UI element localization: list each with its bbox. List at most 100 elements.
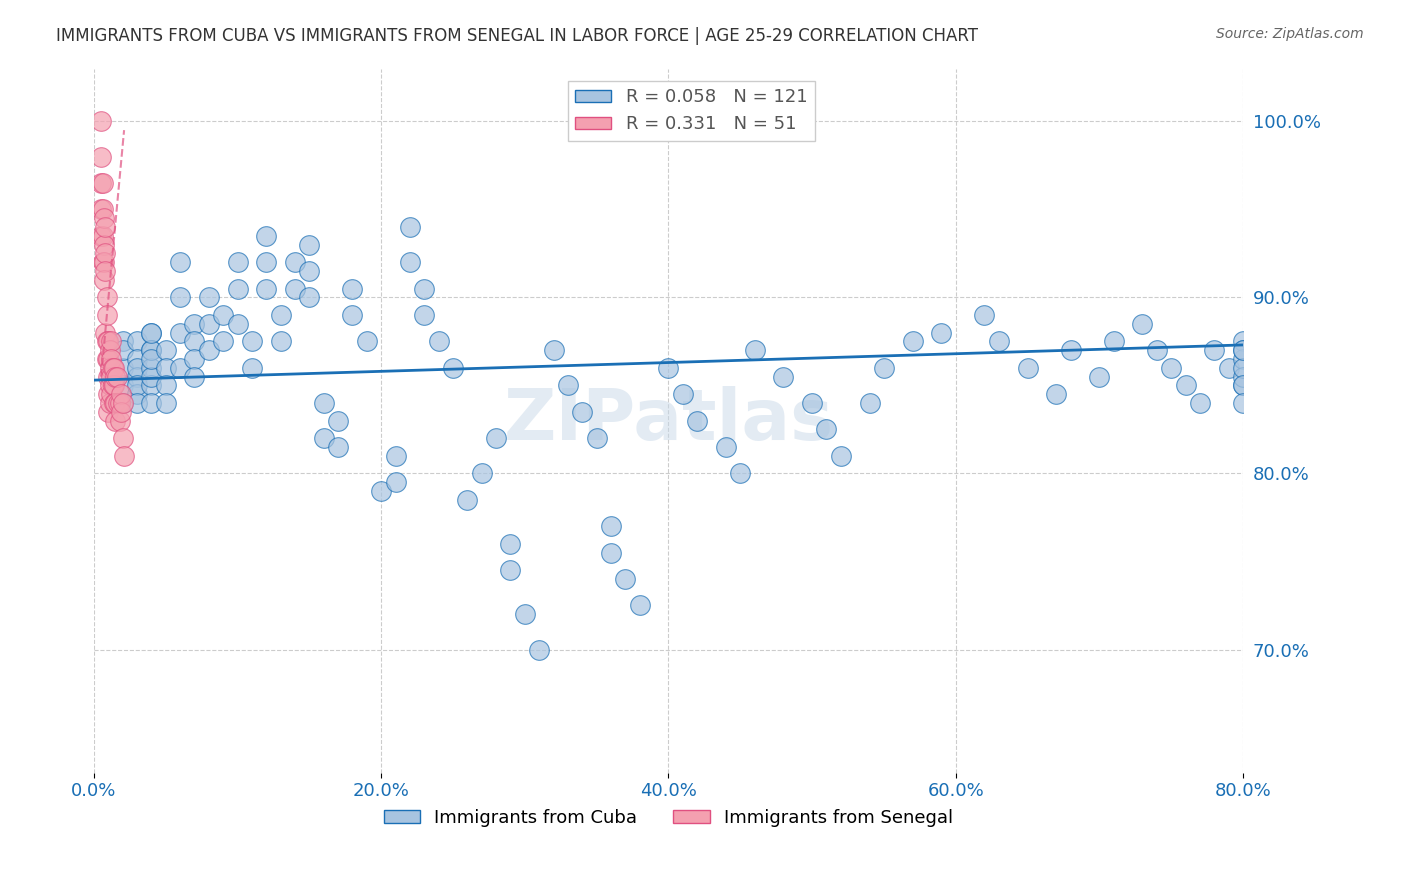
Point: [105, 369, 128, 384]
Point: [212, 308, 235, 322]
Point: [169, 255, 191, 269]
Point: [1232, 343, 1254, 358]
Point: [1102, 334, 1125, 349]
Point: [111, 360, 134, 375]
Point: [254, 255, 277, 269]
Point: [543, 343, 565, 358]
Point: [111, 334, 134, 349]
Point: [141, 369, 163, 384]
Point: [399, 219, 422, 234]
Point: [744, 343, 766, 358]
Point: [90, 114, 112, 128]
Point: [657, 360, 679, 375]
Point: [628, 599, 651, 613]
Point: [103, 396, 125, 410]
Point: [103, 378, 125, 392]
Point: [226, 317, 249, 331]
Point: [90, 228, 112, 243]
Point: [198, 290, 221, 304]
Point: [298, 264, 321, 278]
Point: [413, 282, 436, 296]
Point: [499, 537, 522, 551]
Point: [830, 449, 852, 463]
Point: [104, 396, 127, 410]
Point: [141, 378, 163, 392]
Point: [98, 396, 121, 410]
Point: [155, 396, 177, 410]
Point: [672, 387, 695, 401]
Point: [1059, 343, 1081, 358]
Point: [141, 326, 163, 340]
Point: [1232, 378, 1254, 392]
Point: [100, 369, 122, 384]
Point: [91, 255, 114, 269]
Point: [1232, 396, 1254, 410]
Point: [111, 431, 134, 445]
Point: [169, 290, 191, 304]
Point: [93, 273, 115, 287]
Point: [1232, 343, 1254, 358]
Point: [356, 334, 378, 349]
Point: [112, 449, 135, 463]
Point: [1174, 378, 1197, 392]
Point: [107, 396, 129, 410]
Point: [125, 369, 148, 384]
Point: [1204, 343, 1226, 358]
Point: [111, 396, 134, 410]
Point: [169, 360, 191, 375]
Point: [93, 255, 115, 269]
Point: [801, 396, 824, 410]
Point: [97, 387, 120, 401]
Point: [155, 360, 177, 375]
Point: [101, 360, 124, 375]
Point: [94, 326, 117, 340]
Point: [98, 343, 121, 358]
Point: [111, 378, 134, 392]
Point: [384, 475, 406, 490]
Point: [101, 378, 124, 392]
Point: [96, 308, 118, 322]
Point: [815, 422, 838, 436]
Point: [212, 334, 235, 349]
Point: [141, 326, 163, 340]
Point: [931, 326, 953, 340]
Point: [1045, 387, 1067, 401]
Point: [108, 396, 131, 410]
Point: [93, 211, 115, 226]
Point: [326, 414, 349, 428]
Point: [125, 396, 148, 410]
Point: [169, 326, 191, 340]
Point: [1017, 360, 1039, 375]
Point: [284, 255, 307, 269]
Point: [100, 387, 122, 401]
Point: [91, 176, 114, 190]
Point: [471, 467, 494, 481]
Point: [240, 360, 263, 375]
Point: [141, 351, 163, 366]
Point: [93, 237, 115, 252]
Point: [384, 449, 406, 463]
Point: [226, 255, 249, 269]
Point: [98, 378, 121, 392]
Point: [125, 351, 148, 366]
Point: [103, 360, 125, 375]
Point: [254, 228, 277, 243]
Point: [110, 405, 132, 419]
Point: [91, 202, 114, 217]
Point: [125, 360, 148, 375]
Point: [370, 484, 392, 499]
Point: [987, 334, 1010, 349]
Point: [155, 343, 177, 358]
Point: [298, 290, 321, 304]
Point: [94, 264, 117, 278]
Point: [98, 360, 121, 375]
Point: [1088, 369, 1111, 384]
Point: [1132, 317, 1154, 331]
Point: [686, 414, 709, 428]
Point: [183, 351, 205, 366]
Point: [571, 405, 593, 419]
Point: [270, 334, 292, 349]
Point: [96, 290, 118, 304]
Point: [97, 369, 120, 384]
Point: [342, 308, 364, 322]
